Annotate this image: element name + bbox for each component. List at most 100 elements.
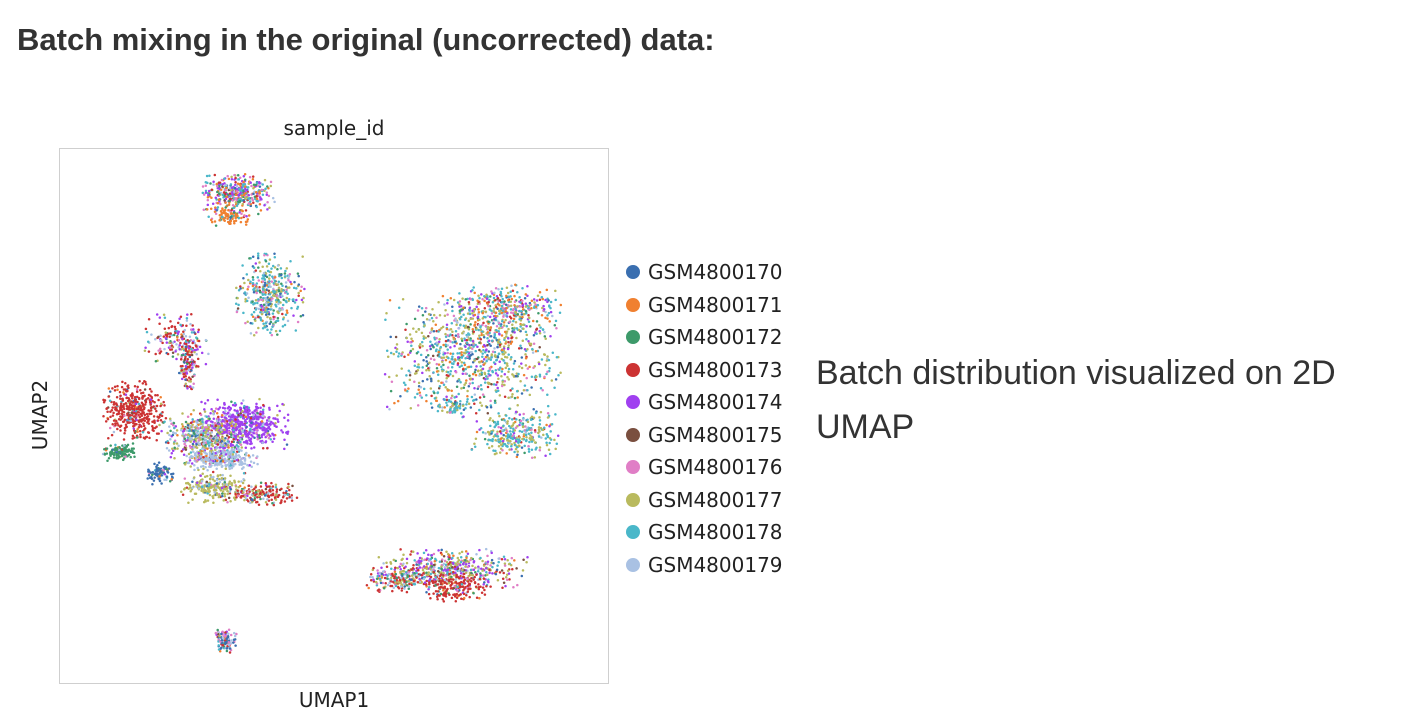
scatter-point [481, 431, 485, 434]
scatter-point [478, 372, 482, 376]
scatter-point [486, 325, 490, 329]
scatter-point [234, 193, 238, 196]
scatter-point [417, 363, 420, 366]
scatter-point [269, 180, 273, 184]
scatter-point [450, 389, 453, 392]
scatter-point [234, 416, 237, 419]
scatter-point [251, 278, 255, 282]
scatter-point [270, 280, 274, 283]
scatter-point [419, 386, 423, 389]
scatter-point [134, 402, 138, 406]
scatter-point [522, 412, 525, 416]
scatter-point [479, 350, 483, 353]
scatter-point [445, 401, 448, 405]
scatter-point [239, 191, 242, 194]
scatter-point [244, 497, 248, 500]
scatter-point [140, 401, 144, 405]
scatter-point [263, 254, 266, 257]
scatter-point [507, 353, 510, 356]
scatter-point [210, 424, 214, 428]
scatter-point [533, 428, 537, 432]
scatter-point [252, 461, 256, 465]
scatter-point [401, 297, 405, 301]
scatter-point [116, 384, 119, 388]
scatter-point [530, 438, 533, 441]
scatter-point [218, 214, 222, 217]
scatter-point [239, 496, 243, 499]
scatter-point [278, 329, 282, 333]
scatter-point [284, 313, 288, 316]
scatter-point [508, 430, 512, 433]
scatter-point [466, 389, 469, 393]
scatter-point [203, 484, 206, 487]
scatter-point [210, 431, 214, 434]
scatter-point [185, 454, 188, 458]
scatter-point [271, 325, 274, 328]
scatter-point [488, 308, 492, 311]
scatter-point [234, 424, 237, 428]
scatter-point [485, 359, 488, 363]
scatter-point [227, 177, 231, 181]
scatter-point [523, 347, 527, 351]
scatter-point [235, 444, 239, 447]
scatter-point [422, 321, 425, 324]
scatter-point [436, 373, 440, 376]
scatter-point [535, 320, 539, 323]
scatter-point [257, 212, 260, 216]
scatter-point [225, 425, 228, 429]
scatter-point [235, 204, 239, 208]
scatter-point [250, 196, 254, 200]
scatter-point [490, 383, 493, 386]
scatter-point [135, 413, 138, 416]
scatter-point [281, 318, 285, 321]
scatter-point [423, 324, 426, 327]
scatter-point [532, 298, 536, 301]
scatter-point [233, 408, 236, 412]
scatter-point [503, 395, 507, 398]
scatter-point [444, 343, 447, 347]
scatter-point [249, 427, 252, 431]
scatter-point [490, 290, 493, 293]
scatter-point [186, 313, 189, 316]
scatter-point [297, 283, 301, 286]
scatter-point [115, 456, 118, 460]
scatter-point [172, 333, 176, 337]
scatter-point [115, 452, 119, 456]
scatter-point [515, 336, 518, 340]
scatter-point [172, 421, 176, 425]
scatter-point [192, 446, 195, 449]
scatter-point [227, 450, 230, 453]
scatter-point [135, 395, 139, 399]
scatter-point [157, 461, 161, 464]
scatter-point [247, 436, 250, 439]
scatter-point [449, 411, 452, 414]
scatter-point [460, 347, 463, 351]
scatter-point [522, 435, 526, 438]
scatter-point [512, 421, 515, 425]
scatter-point [220, 444, 223, 447]
scatter-point [133, 411, 136, 415]
scatter-point [240, 446, 244, 449]
scatter-point [524, 330, 528, 334]
scatter-point [513, 396, 517, 400]
scatter-point [112, 402, 116, 406]
scatter-point [135, 418, 138, 422]
scatter-point [471, 372, 475, 376]
scatter-point [112, 419, 116, 422]
scatter-point [229, 487, 232, 491]
plot-title: sample_id [283, 116, 385, 140]
scatter-point [205, 459, 208, 462]
scatter-point [191, 480, 194, 484]
scatter-point [532, 408, 535, 411]
scatter-point [276, 418, 279, 421]
scatter-point [239, 437, 242, 441]
scatter-point [501, 309, 505, 312]
scatter-point [252, 491, 255, 495]
scatter-point [473, 308, 476, 311]
scatter-point [484, 355, 488, 359]
scatter-point [221, 193, 225, 197]
scatter-point [464, 356, 467, 360]
scatter-point [273, 255, 277, 259]
scatter-point [181, 448, 185, 451]
scatter-point [296, 272, 300, 275]
